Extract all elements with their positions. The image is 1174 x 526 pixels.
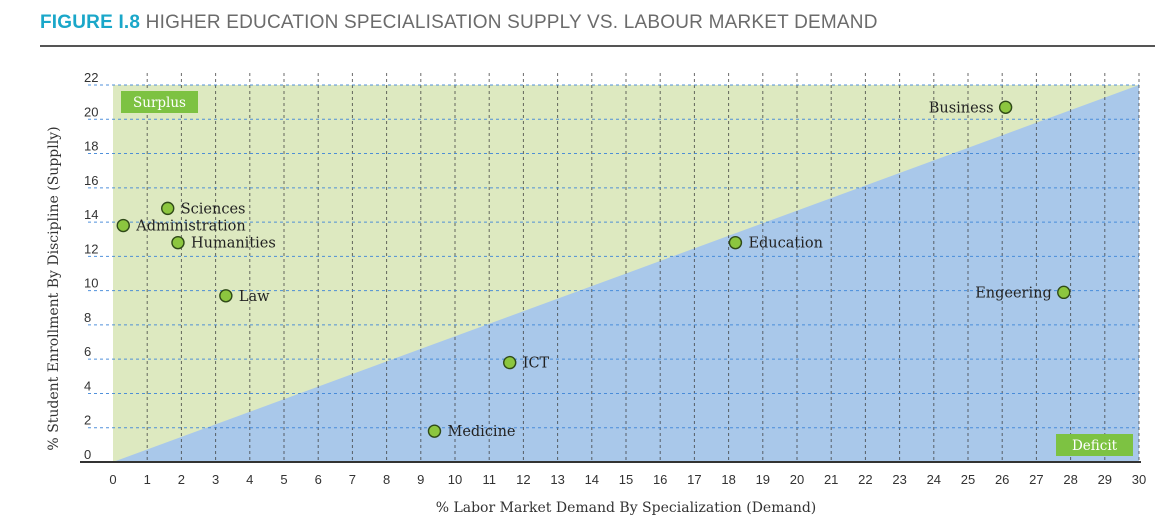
- data-point: [998, 100, 1013, 114]
- x-tick-label: 0: [109, 472, 116, 487]
- y-tick-label: 2: [84, 413, 91, 428]
- data-point-label: Engeering: [975, 285, 1052, 301]
- data-point-label: ICT: [523, 356, 550, 372]
- data-point: [503, 355, 517, 370]
- x-axis-label: % Labor Market Demand By Specialization …: [436, 500, 817, 516]
- region-tag: [1056, 434, 1133, 456]
- x-tick-label: 1: [144, 472, 151, 487]
- x-tick-label: 13: [550, 472, 564, 487]
- x-tick-label: 14: [585, 472, 599, 487]
- y-tick-label: 14: [84, 207, 98, 222]
- data-point: [728, 235, 743, 250]
- x-tick-label: 17: [687, 472, 701, 487]
- x-tick-label: 9: [417, 472, 424, 487]
- figure-title-text: HIGHER EDUCATION SPECIALISATION SUPPLY V…: [145, 12, 878, 33]
- x-tick-label: 22: [858, 472, 872, 487]
- x-tick-label: 25: [961, 472, 975, 487]
- x-tick-label: 11: [482, 472, 496, 487]
- region-tag: [121, 91, 198, 113]
- x-tick-label: 4: [246, 472, 253, 487]
- x-tick-label: 12: [516, 472, 530, 487]
- data-point: [161, 201, 175, 216]
- y-tick-label: 16: [84, 173, 98, 188]
- y-tick-label: 6: [84, 344, 91, 359]
- y-tick-label: 22: [84, 70, 98, 85]
- data-point: [427, 424, 442, 438]
- title-rule: [40, 45, 1155, 47]
- y-tick-label: 10: [84, 276, 98, 291]
- x-tick-label: 2: [178, 472, 185, 487]
- figure-title: FIGURE I.8 HIGHER EDUCATION SPECIALISATI…: [40, 12, 878, 34]
- x-tick-label: 27: [1029, 472, 1043, 487]
- x-tick-label: 23: [892, 472, 906, 487]
- x-tick-label: 26: [995, 472, 1009, 487]
- data-point-label: Medicine: [447, 424, 515, 440]
- data-point-label: Law: [239, 289, 270, 305]
- y-tick-label: 0: [84, 447, 91, 462]
- x-tick-label: 15: [619, 472, 633, 487]
- data-point-label: Education: [748, 236, 823, 252]
- y-tick-label: 8: [84, 310, 91, 325]
- x-tick-label: 20: [790, 472, 804, 487]
- x-tick-label: 7: [349, 472, 356, 487]
- y-tick-label: 4: [84, 378, 91, 393]
- data-point-label: Business: [929, 100, 994, 116]
- x-tick-label: 24: [927, 472, 941, 487]
- data-point-label: Administration: [135, 219, 246, 235]
- region-tag-label: Surplus: [133, 95, 186, 111]
- y-tick-label: 20: [84, 104, 98, 119]
- x-tick-label: 8: [383, 472, 390, 487]
- x-tick-label: 19: [756, 472, 770, 487]
- y-tick-label: 12: [84, 241, 98, 256]
- data-point-label: Sciences: [181, 201, 246, 217]
- x-tick-label: 18: [721, 472, 735, 487]
- y-tick-label: 18: [84, 139, 98, 154]
- data-point: [219, 289, 233, 303]
- data-point: [1057, 285, 1071, 300]
- x-tick-label: 10: [448, 472, 462, 487]
- x-tick-label: 21: [824, 472, 838, 487]
- data-point-label: Humanities: [191, 236, 276, 252]
- x-tick-label: 6: [315, 472, 322, 487]
- data-point: [116, 218, 130, 233]
- y-axis-label: % Student Enrollment By Discipline (Supp…: [46, 126, 62, 450]
- x-tick-label: 16: [653, 472, 667, 487]
- x-tick-label: 30: [1132, 472, 1146, 487]
- data-point: [171, 235, 185, 250]
- x-tick-label: 28: [1063, 472, 1077, 487]
- x-tick-label: 29: [1098, 472, 1112, 487]
- x-tick-label: 5: [280, 472, 287, 487]
- region-tag-label: Deficit: [1072, 438, 1118, 454]
- figure-number: FIGURE I.8: [40, 12, 141, 33]
- x-tick-label: 3: [212, 472, 219, 487]
